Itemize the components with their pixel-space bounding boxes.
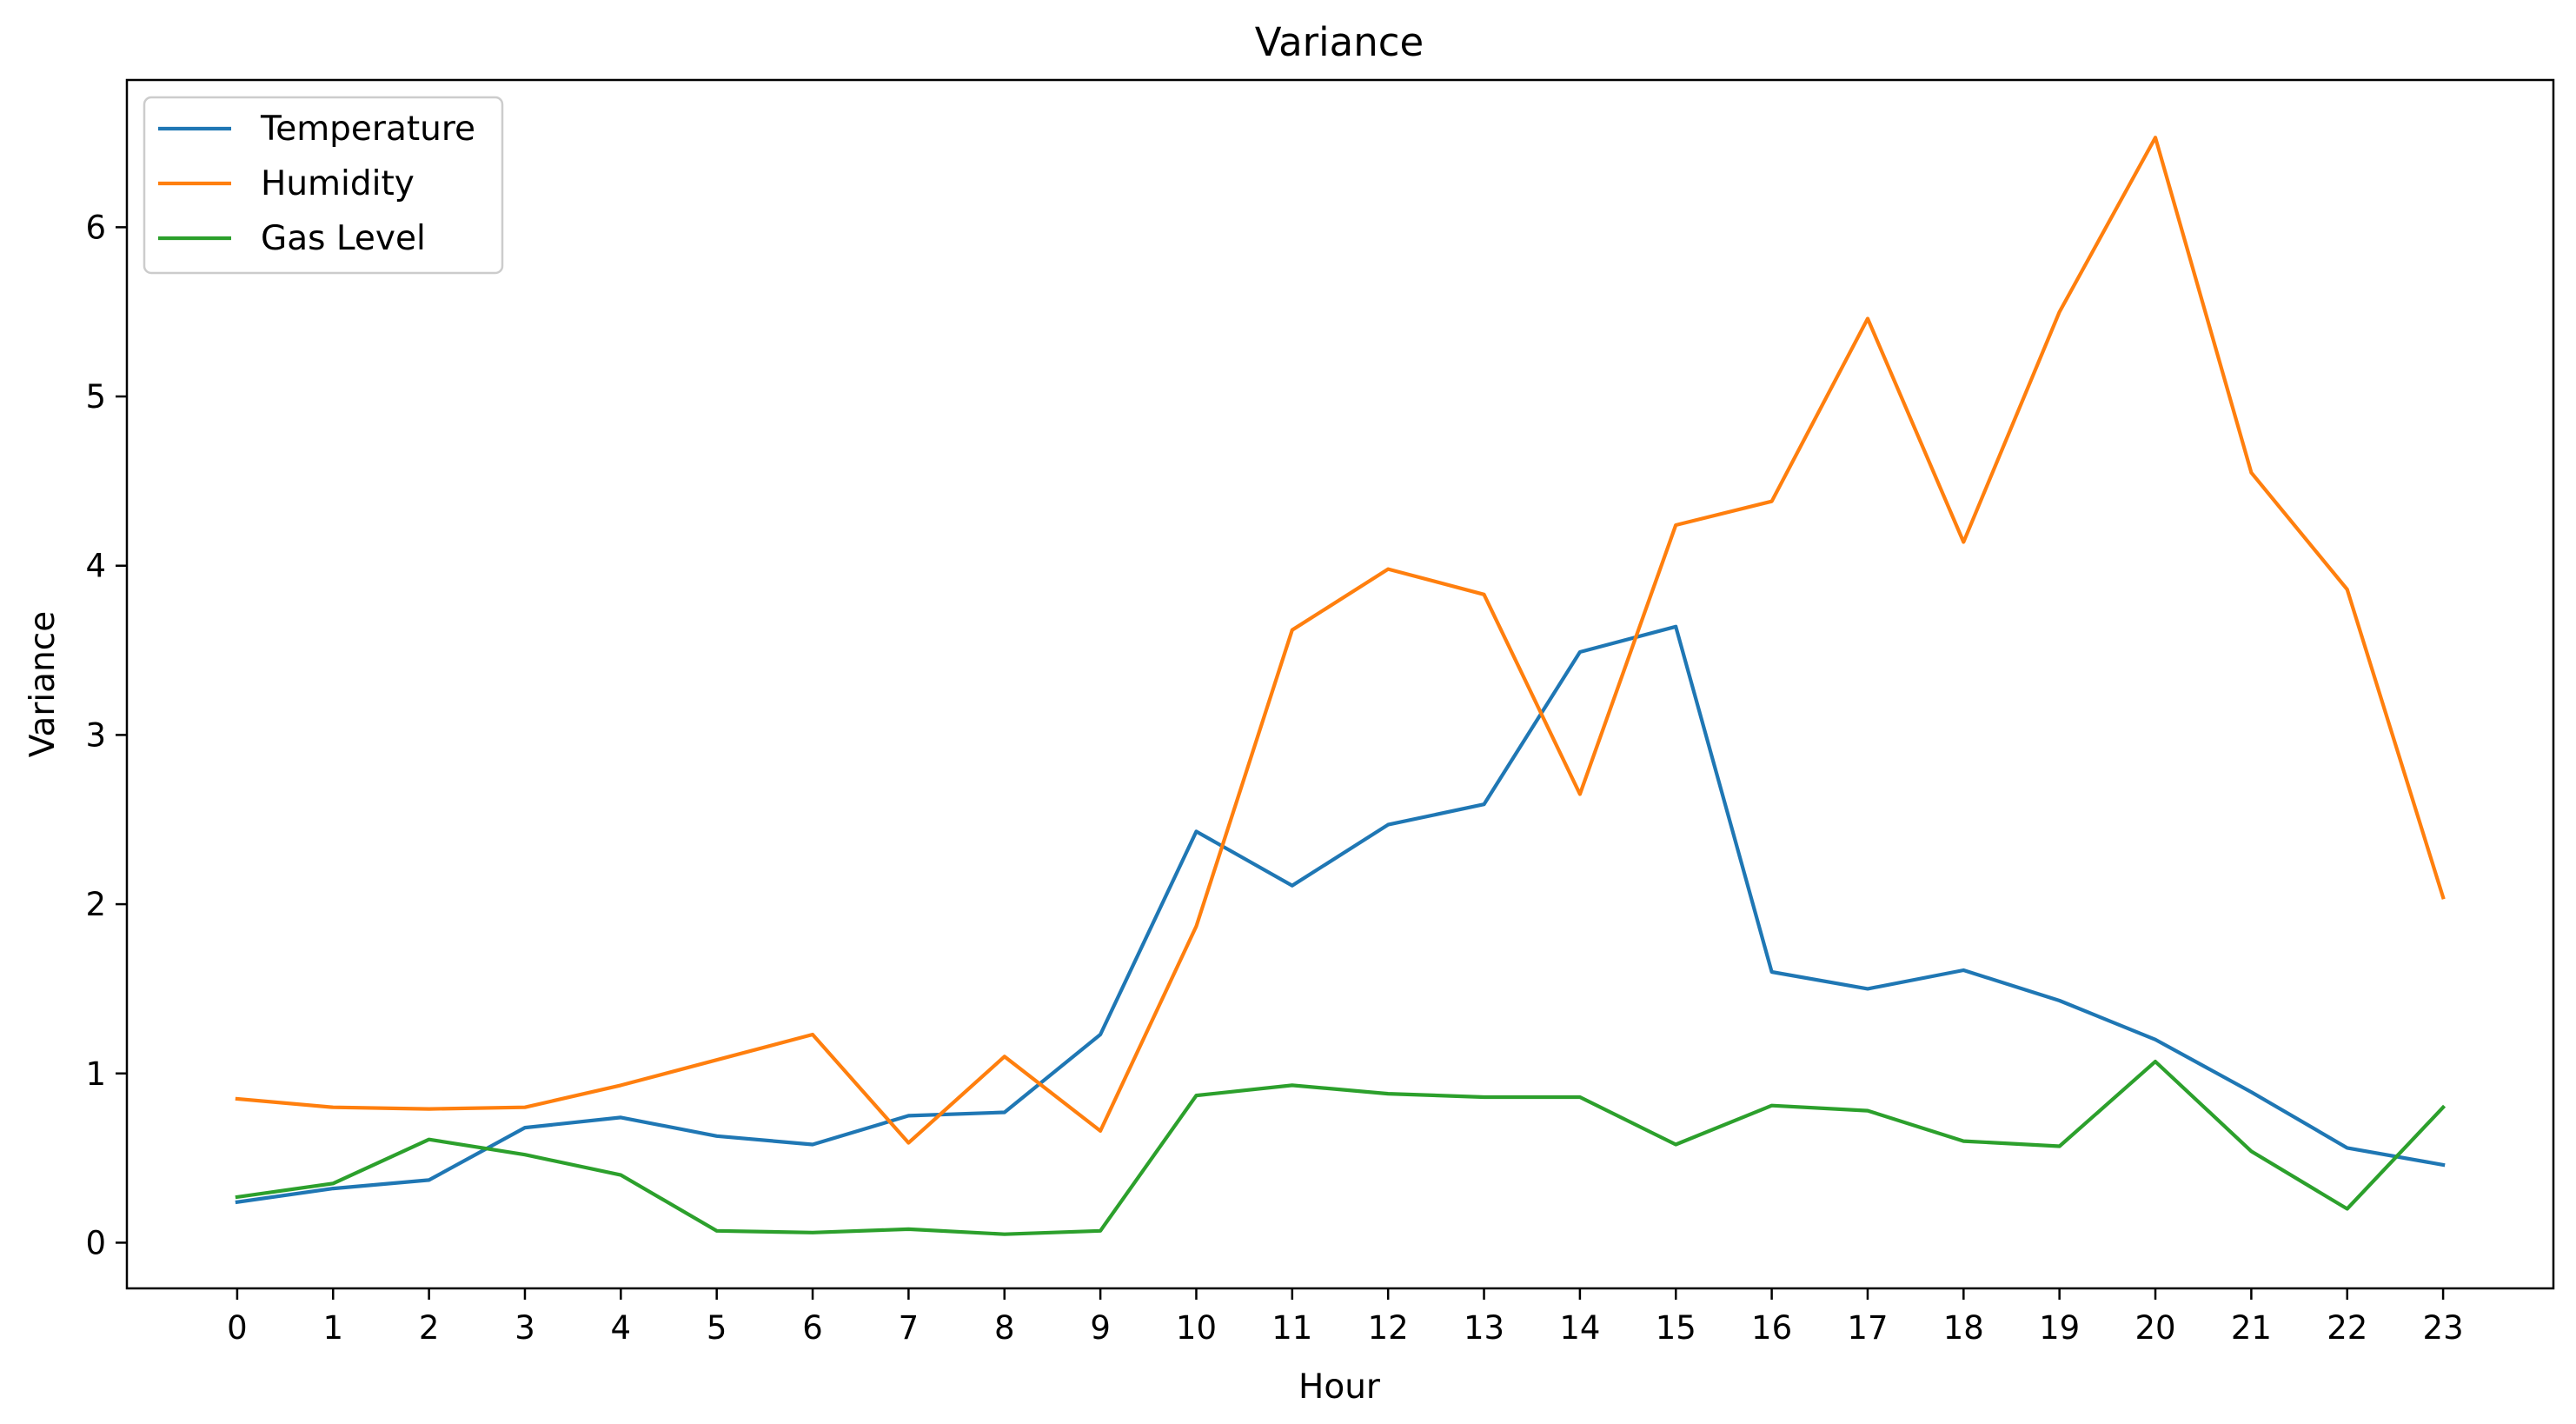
series-line-gas-level	[235, 1059, 2447, 1236]
x-axis-label: Hour	[1298, 1367, 1381, 1407]
x-tick-label: 3	[515, 1309, 535, 1347]
plot-frame	[125, 78, 2555, 1290]
x-tick-label: 20	[2134, 1309, 2175, 1347]
y-tick-label: 4	[85, 548, 106, 585]
y-tick-label: 1	[85, 1055, 106, 1093]
x-tick-label: 4	[611, 1309, 632, 1347]
x-tick-label: 18	[1943, 1309, 1984, 1347]
x-tick-label: 5	[707, 1309, 727, 1347]
x-tick-label: 11	[1271, 1309, 1312, 1347]
x-tick-label: 2	[419, 1309, 440, 1347]
x-tick-label: 9	[1090, 1309, 1111, 1347]
x-tick-label: 19	[2039, 1309, 2080, 1347]
plot-lines	[235, 136, 2447, 1236]
legend: Temperature Humidity Gas Level	[143, 96, 504, 275]
x-tick-label: 13	[1464, 1309, 1504, 1347]
x-tick-label: 16	[1751, 1309, 1792, 1347]
chart-title: Variance	[1255, 19, 1424, 65]
y-tick-label: 3	[85, 716, 106, 754]
y-tick-label: 0	[85, 1224, 106, 1261]
legend-label: Humidity	[261, 164, 415, 203]
series-line-humidity	[235, 136, 2446, 1145]
x-tick-label: 12	[1368, 1309, 1409, 1347]
x-tick-label: 21	[2231, 1309, 2272, 1347]
y-tick-label: 6	[85, 209, 106, 246]
x-tick-label: 8	[994, 1309, 1015, 1347]
x-tick-label: 23	[2423, 1309, 2464, 1347]
legend-box	[143, 96, 504, 275]
x-tick-label: 15	[1656, 1309, 1696, 1347]
y-axis-label: Variance	[23, 611, 63, 757]
x-tick-label: 22	[2327, 1309, 2367, 1347]
x-tick-label: 6	[802, 1309, 823, 1347]
x-axis: 0 1 2 3 4 5 6 7 8 9 10 11 12 13 14 15 16 17 18 19 20 21 22 23	[227, 1288, 2464, 1347]
legend-label: Temperature	[260, 110, 475, 149]
x-tick-label: 1	[322, 1309, 343, 1347]
series-line-temperature	[235, 624, 2446, 1205]
x-tick-label: 17	[1847, 1309, 1888, 1347]
x-tick-label: 14	[1559, 1309, 1600, 1347]
y-tick-label: 5	[85, 378, 106, 416]
x-tick-label: 7	[899, 1309, 920, 1347]
y-axis: 0 1 2 3 4 5 6	[85, 209, 127, 1261]
y-tick-label: 2	[85, 886, 106, 923]
x-tick-label: 0	[227, 1309, 248, 1347]
legend-label: Gas Level	[261, 219, 426, 258]
x-tick-label: 10	[1176, 1309, 1217, 1347]
